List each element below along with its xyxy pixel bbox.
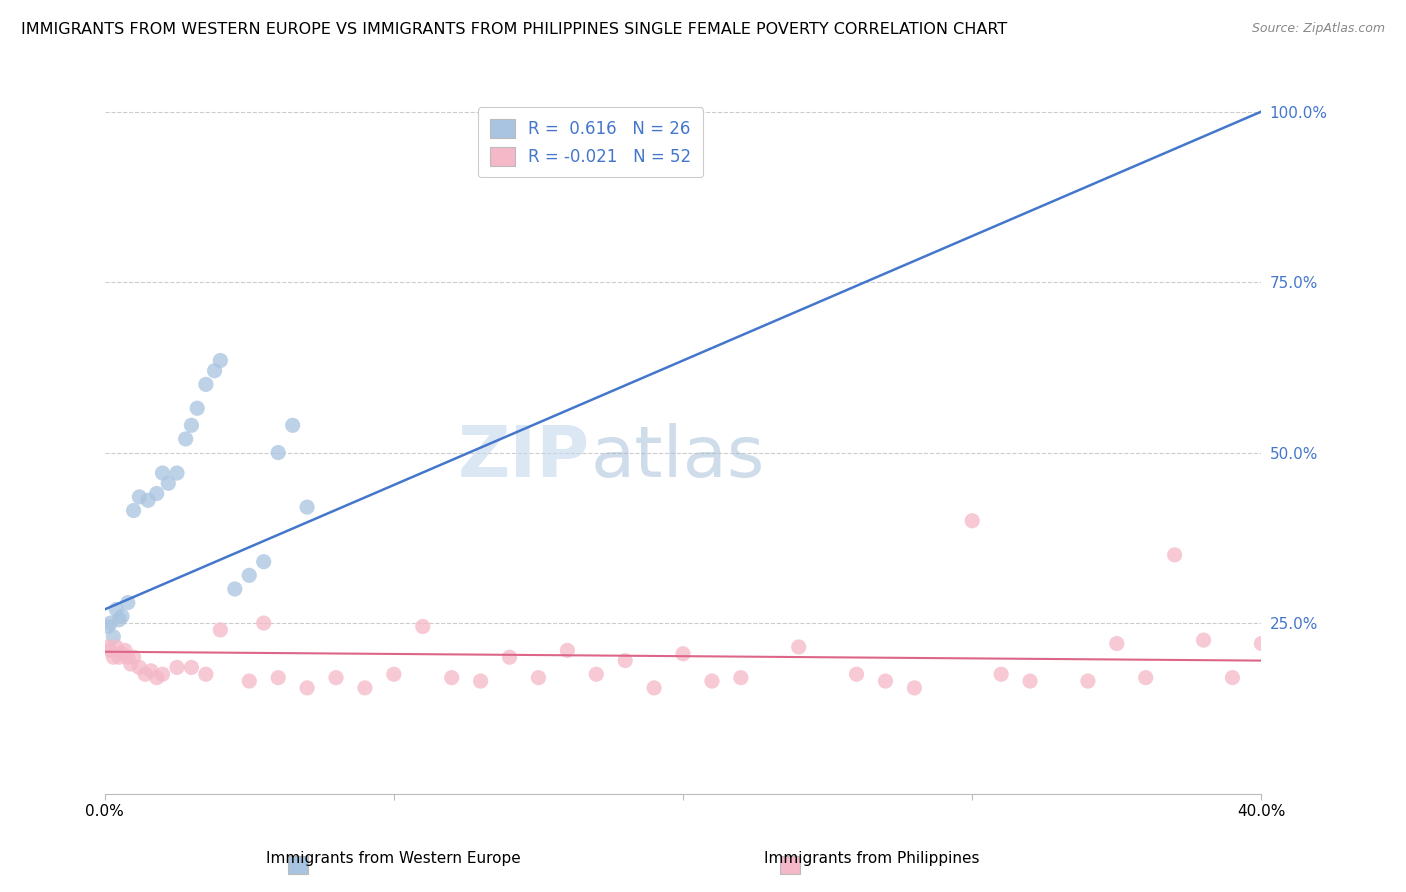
Point <box>1019 674 1042 689</box>
Text: ZIP: ZIP <box>458 423 591 491</box>
Point <box>166 660 188 674</box>
Point <box>111 609 134 624</box>
Point <box>557 643 579 657</box>
Point <box>105 640 128 654</box>
Point <box>186 401 208 416</box>
Point <box>145 486 167 500</box>
Legend: R =  0.616   N = 26, R = -0.021   N = 52: R = 0.616 N = 26, R = -0.021 N = 52 <box>478 107 703 178</box>
Text: Source: ZipAtlas.com: Source: ZipAtlas.com <box>1251 22 1385 36</box>
Point <box>470 674 492 689</box>
Point <box>120 657 142 671</box>
Point <box>180 418 202 433</box>
Point <box>730 671 752 685</box>
Point <box>267 445 290 459</box>
Point <box>1135 671 1157 685</box>
Point <box>585 667 607 681</box>
Point <box>194 667 217 681</box>
Point <box>128 490 150 504</box>
Point <box>1163 548 1185 562</box>
Point <box>643 681 665 695</box>
Point <box>1077 674 1099 689</box>
Point <box>238 568 260 582</box>
Point <box>238 674 260 689</box>
Point <box>122 503 145 517</box>
Point <box>117 650 139 665</box>
Point <box>295 500 318 515</box>
Point <box>209 623 232 637</box>
Point <box>103 650 125 665</box>
Point <box>111 647 134 661</box>
Point <box>845 667 868 681</box>
Point <box>117 596 139 610</box>
Point <box>134 667 156 681</box>
Point <box>136 493 159 508</box>
Point <box>122 650 145 665</box>
Point <box>614 654 637 668</box>
Point <box>440 671 463 685</box>
Point <box>382 667 405 681</box>
Point <box>527 671 550 685</box>
Point <box>412 619 434 633</box>
Text: atlas: atlas <box>591 423 765 491</box>
Point <box>1222 671 1244 685</box>
Text: IMMIGRANTS FROM WESTERN EUROPE VS IMMIGRANTS FROM PHILIPPINES SINGLE FEMALE POVE: IMMIGRANTS FROM WESTERN EUROPE VS IMMIGR… <box>21 22 1007 37</box>
Point <box>97 640 120 654</box>
Point <box>114 643 136 657</box>
Text: Immigrants from Western Europe: Immigrants from Western Europe <box>266 852 522 866</box>
Point <box>960 514 983 528</box>
Point <box>152 466 174 480</box>
Point <box>498 650 520 665</box>
Point <box>180 660 202 674</box>
Point <box>1192 633 1215 648</box>
Point <box>281 418 304 433</box>
Point <box>204 364 226 378</box>
Point <box>295 681 318 695</box>
Point <box>700 674 723 689</box>
Point <box>108 650 131 665</box>
Point <box>100 643 122 657</box>
Point <box>194 377 217 392</box>
Point <box>253 616 276 631</box>
Point <box>108 613 131 627</box>
Point <box>209 353 232 368</box>
Point <box>174 432 197 446</box>
Point <box>157 476 180 491</box>
Point <box>253 555 276 569</box>
Point <box>103 630 125 644</box>
Point <box>97 619 120 633</box>
Point <box>145 671 167 685</box>
Point <box>105 602 128 616</box>
Point <box>990 667 1012 681</box>
Point <box>1105 636 1128 650</box>
Point <box>152 667 174 681</box>
Point <box>354 681 377 695</box>
Point <box>1250 636 1272 650</box>
Point <box>139 664 162 678</box>
Point <box>166 466 188 480</box>
Point <box>875 674 897 689</box>
Point <box>128 660 150 674</box>
Point <box>787 640 810 654</box>
Text: Immigrants from Philippines: Immigrants from Philippines <box>763 852 980 866</box>
Point <box>325 671 347 685</box>
Point <box>903 681 925 695</box>
Point <box>672 647 695 661</box>
Point <box>100 616 122 631</box>
Point <box>267 671 290 685</box>
Point <box>224 582 246 596</box>
